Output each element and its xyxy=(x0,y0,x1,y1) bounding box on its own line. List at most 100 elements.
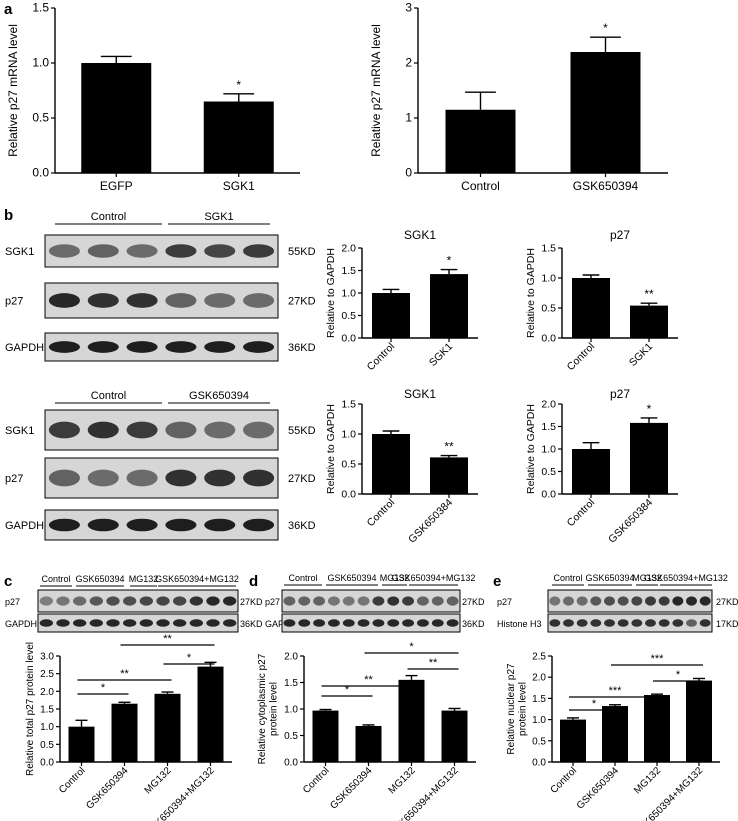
band xyxy=(223,596,237,606)
blot-row-label: Histone H3 xyxy=(497,619,542,629)
significance-mark: *** xyxy=(651,653,665,665)
bar-Control xyxy=(572,278,610,338)
band xyxy=(223,619,237,627)
blot-size-label: 17KD xyxy=(716,619,738,629)
band xyxy=(416,619,429,627)
band xyxy=(243,293,275,308)
band xyxy=(313,619,326,627)
y-tick-label: 1.0 xyxy=(532,715,546,726)
bar-Control xyxy=(572,449,610,494)
band xyxy=(126,341,158,353)
band xyxy=(87,421,119,439)
y-tick-label: 0 xyxy=(405,166,412,180)
panel-label-b: b xyxy=(4,207,13,224)
band xyxy=(617,596,629,606)
band xyxy=(123,619,137,627)
blot-strip xyxy=(547,589,713,613)
band xyxy=(106,619,120,627)
band xyxy=(243,244,275,258)
y-tick-label: 1.0 xyxy=(541,273,556,285)
x-tick-label: Control xyxy=(565,341,597,373)
bar-Control xyxy=(372,293,410,338)
band xyxy=(165,341,197,353)
band xyxy=(173,619,187,627)
chart-title: p27 xyxy=(610,387,630,401)
band xyxy=(48,293,80,308)
band xyxy=(416,596,429,606)
band xyxy=(48,341,80,353)
y-tick-label: 1.0 xyxy=(40,722,54,733)
y-tick-label: 0.5 xyxy=(32,111,49,125)
band xyxy=(631,596,643,606)
y-tick-label: 0.0 xyxy=(32,166,49,180)
significance-mark: ** xyxy=(120,668,129,680)
y-tick-label: 3 xyxy=(405,1,412,15)
blot-group-label: SGK1 xyxy=(204,211,233,223)
x-tick-label: GSK650394+MG132 xyxy=(143,765,217,821)
y-tick-label: 0.0 xyxy=(284,758,298,769)
band xyxy=(672,596,684,606)
y-tick-label: 2.0 xyxy=(341,243,356,255)
y-axis-label: Relative to GAPDH xyxy=(325,404,337,494)
significance-mark: * xyxy=(647,402,652,416)
y-tick-label: 1.5 xyxy=(40,705,54,716)
bar-Control xyxy=(560,719,586,762)
y-tick-label: 1.0 xyxy=(284,705,298,716)
blot-group-label: GSK650394+MG132 xyxy=(392,573,476,583)
y-tick-label: 1.5 xyxy=(541,421,556,433)
x-tick-label: Control xyxy=(365,497,397,529)
band xyxy=(658,619,670,627)
chart-a1: 0.0 0.5 1.0 1.5 Relative p27 mRNA level EGFP S… xyxy=(6,1,300,193)
band xyxy=(189,596,203,606)
x-tick-label: EGFP xyxy=(100,179,133,193)
blot-group-label: MG132 xyxy=(380,573,410,583)
y-tick-label: 0.0 xyxy=(341,489,356,501)
blot-size-label: 55KD xyxy=(288,425,316,437)
band xyxy=(126,469,158,487)
blot-group-label: MG132 xyxy=(632,573,662,583)
blot-size-label: 27KD xyxy=(716,597,738,607)
blot-strip xyxy=(44,509,279,541)
band xyxy=(298,619,311,627)
blot-strip xyxy=(281,613,461,633)
x-tick-label: Control xyxy=(549,765,580,796)
band xyxy=(126,244,158,258)
chart-title: SGK1 xyxy=(404,228,436,242)
x-tick-label: GSK650384 xyxy=(606,497,655,546)
band xyxy=(73,619,87,627)
bar-GSK650384 xyxy=(630,422,668,494)
band xyxy=(590,619,602,627)
band xyxy=(165,421,197,439)
chart-b4: 0.0 0.5 1.0 1.5 2.0 Relative to GAPDH p27 Contr… xyxy=(525,387,678,546)
band xyxy=(39,619,53,627)
y-tick-label: 2.0 xyxy=(541,399,556,411)
band xyxy=(327,596,340,606)
y-axis-label: Relative cytoplasmic p27protein level xyxy=(257,653,280,764)
band xyxy=(206,596,220,606)
bar-MG132 xyxy=(644,695,670,762)
significance-mark: ** xyxy=(364,674,373,686)
y-axis-label: Relative to GAPDH xyxy=(325,248,337,338)
band xyxy=(56,619,70,627)
blot-b_top: Control SGK1 SGK1 55KD p27 27KD GAPDH 36KD xyxy=(5,211,316,362)
band xyxy=(89,596,104,606)
bar-SGK1 xyxy=(203,101,274,173)
y-tick-label: 0.5 xyxy=(40,740,54,751)
band xyxy=(243,421,275,439)
band xyxy=(342,619,355,627)
blot-row-label: GAPDH xyxy=(5,619,37,629)
blot-strip xyxy=(44,332,279,362)
band xyxy=(165,244,197,258)
blot-size-label: 27KD xyxy=(462,597,485,607)
band xyxy=(446,619,459,627)
blot-group-label: GSK650394+MG132 xyxy=(155,574,239,584)
band xyxy=(576,619,588,627)
band xyxy=(243,469,275,487)
x-tick-label: GSK650394+MG132 xyxy=(387,765,461,821)
band xyxy=(372,619,385,627)
y-tick-label: 0.0 xyxy=(40,758,54,769)
blot-row-label: p27 xyxy=(5,597,20,607)
blot-strip xyxy=(44,457,279,499)
